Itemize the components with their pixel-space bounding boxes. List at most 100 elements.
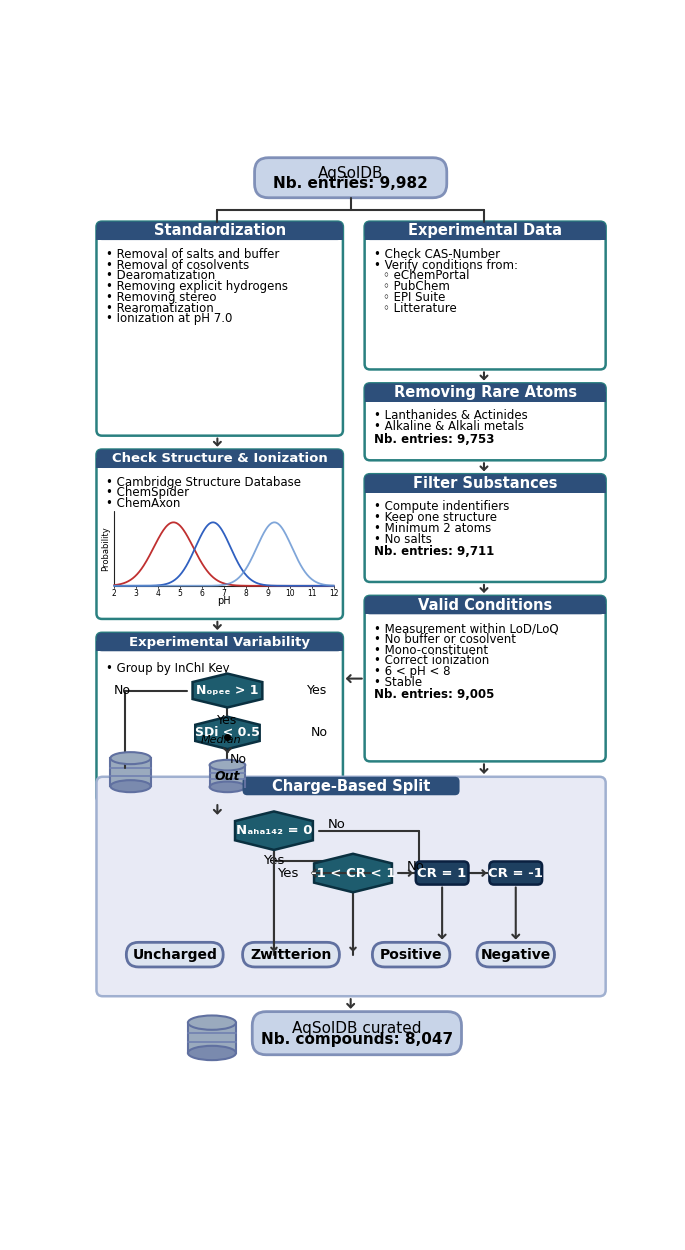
- FancyBboxPatch shape: [364, 221, 606, 240]
- Text: Positive: Positive: [380, 948, 443, 961]
- Text: Nₒₚₑₑ > 1: Nₒₚₑₑ > 1: [196, 684, 259, 698]
- FancyBboxPatch shape: [364, 596, 606, 761]
- Text: 11: 11: [307, 589, 316, 598]
- Text: Filter Substances: Filter Substances: [413, 476, 558, 491]
- Bar: [364, 230, 606, 240]
- Text: AqSolDB curated: AqSolDB curated: [292, 1021, 422, 1036]
- Text: ◦ Litterature: ◦ Litterature: [383, 301, 457, 315]
- Text: 12: 12: [329, 589, 338, 598]
- FancyBboxPatch shape: [364, 384, 606, 460]
- Text: AqSolDB: AqSolDB: [318, 165, 384, 180]
- Text: No: No: [328, 818, 346, 831]
- Text: Median: Median: [201, 735, 242, 745]
- FancyBboxPatch shape: [373, 942, 450, 968]
- FancyBboxPatch shape: [97, 221, 343, 240]
- FancyBboxPatch shape: [126, 942, 223, 968]
- Text: Yes: Yes: [217, 714, 238, 726]
- Text: SDi < 0.5: SDi < 0.5: [195, 726, 260, 740]
- Ellipse shape: [210, 781, 245, 792]
- Text: • Removing explicit hydrogens: • Removing explicit hydrogens: [105, 280, 288, 294]
- Text: • Mono-constituent: • Mono-constituent: [374, 644, 488, 656]
- Text: • Group by InChI Key: • Group by InChI Key: [105, 662, 229, 675]
- Text: 3: 3: [134, 589, 138, 598]
- FancyBboxPatch shape: [364, 474, 606, 582]
- Bar: [364, 391, 606, 401]
- Text: • Compute indentifiers: • Compute indentifiers: [374, 500, 510, 514]
- Text: • Minimum 2 atoms: • Minimum 2 atoms: [374, 522, 491, 535]
- FancyBboxPatch shape: [364, 474, 606, 492]
- Text: • Cambridge Structure Database: • Cambridge Structure Database: [105, 476, 301, 489]
- Text: Negative: Negative: [481, 948, 551, 961]
- Bar: [97, 641, 343, 651]
- Text: Nb. entries: 9,982: Nb. entries: 9,982: [273, 176, 428, 191]
- Text: • Measurement within LoD/LoQ: • Measurement within LoD/LoQ: [374, 622, 558, 635]
- Bar: [110, 759, 151, 786]
- Text: Nb. compounds: 8,047: Nb. compounds: 8,047: [261, 1031, 453, 1046]
- Text: 7: 7: [221, 589, 227, 598]
- FancyBboxPatch shape: [97, 450, 343, 619]
- Ellipse shape: [110, 780, 151, 792]
- FancyBboxPatch shape: [255, 158, 447, 198]
- Text: • Verify conditions from:: • Verify conditions from:: [374, 259, 518, 271]
- Text: 9: 9: [265, 589, 271, 598]
- Text: • Check CAS-Number: • Check CAS-Number: [374, 248, 500, 261]
- Text: 4: 4: [155, 589, 160, 598]
- Text: Uncharged: Uncharged: [132, 948, 217, 961]
- Text: • Keep one structure: • Keep one structure: [374, 511, 497, 524]
- Ellipse shape: [188, 1015, 236, 1030]
- Text: Zwitterion: Zwitterion: [250, 948, 332, 961]
- FancyBboxPatch shape: [242, 942, 340, 968]
- Text: CR = -1: CR = -1: [488, 866, 543, 880]
- Text: • 6 < pH < 8: • 6 < pH < 8: [374, 665, 451, 679]
- Bar: [97, 458, 343, 468]
- Ellipse shape: [188, 1046, 236, 1060]
- Text: ◦ eChemPortal: ◦ eChemPortal: [383, 269, 470, 282]
- FancyBboxPatch shape: [97, 221, 343, 436]
- FancyBboxPatch shape: [477, 942, 554, 968]
- FancyBboxPatch shape: [242, 776, 460, 795]
- Text: • Removal of salts and buffer: • Removal of salts and buffer: [105, 248, 279, 261]
- Text: • No buffer or cosolvent: • No buffer or cosolvent: [374, 632, 516, 646]
- Text: Nb. entries: 9,753: Nb. entries: 9,753: [374, 432, 495, 445]
- Text: Yes: Yes: [263, 854, 285, 866]
- Text: Standardization: Standardization: [153, 224, 286, 239]
- Text: pH: pH: [217, 596, 231, 606]
- Text: Out: Out: [214, 770, 240, 782]
- FancyBboxPatch shape: [416, 861, 469, 885]
- FancyBboxPatch shape: [364, 384, 606, 401]
- Text: 5: 5: [177, 589, 182, 598]
- Text: • Removing stereo: • Removing stereo: [105, 291, 216, 304]
- Ellipse shape: [210, 760, 245, 770]
- Text: Valid Conditions: Valid Conditions: [418, 598, 552, 612]
- Bar: [364, 604, 606, 614]
- Text: Nb. entries: 9,711: Nb. entries: 9,711: [374, 545, 494, 558]
- Text: Experimental Data: Experimental Data: [408, 224, 562, 239]
- Text: • ChemSpider: • ChemSpider: [105, 486, 189, 500]
- Bar: [188, 1022, 236, 1052]
- Text: • Ionization at pH 7.0: • Ionization at pH 7.0: [105, 312, 232, 325]
- Text: • Dearomatization: • Dearomatization: [105, 269, 215, 282]
- Text: No: No: [408, 860, 425, 874]
- Text: CR = 1: CR = 1: [417, 866, 466, 880]
- Bar: [210, 765, 245, 786]
- Text: 6: 6: [199, 589, 204, 598]
- FancyBboxPatch shape: [97, 776, 606, 996]
- Text: • Correct ionization: • Correct ionization: [374, 654, 489, 668]
- FancyBboxPatch shape: [97, 632, 343, 802]
- Text: No: No: [310, 726, 327, 740]
- FancyBboxPatch shape: [489, 861, 542, 885]
- Text: 2: 2: [112, 589, 116, 598]
- Text: • Removal of cosolvents: • Removal of cosolvents: [105, 259, 249, 271]
- Text: No: No: [229, 754, 247, 766]
- Text: Experimental Variability: Experimental Variability: [129, 635, 310, 649]
- Text: • No salts: • No salts: [374, 532, 432, 546]
- Text: • Alkaline & Alkali metals: • Alkaline & Alkali metals: [374, 420, 524, 434]
- Text: • Rearomatization: • Rearomatization: [105, 301, 214, 315]
- Text: Nₐₕₐ₁₄₂ = 0: Nₐₕₐ₁₄₂ = 0: [236, 824, 312, 838]
- Text: -1 < CR < 1: -1 < CR < 1: [311, 866, 395, 880]
- Text: • ChemAxon: • ChemAxon: [105, 498, 180, 510]
- Ellipse shape: [110, 752, 151, 764]
- FancyBboxPatch shape: [364, 221, 606, 370]
- Polygon shape: [314, 854, 392, 892]
- Text: Charge-Based Split: Charge-Based Split: [272, 779, 430, 794]
